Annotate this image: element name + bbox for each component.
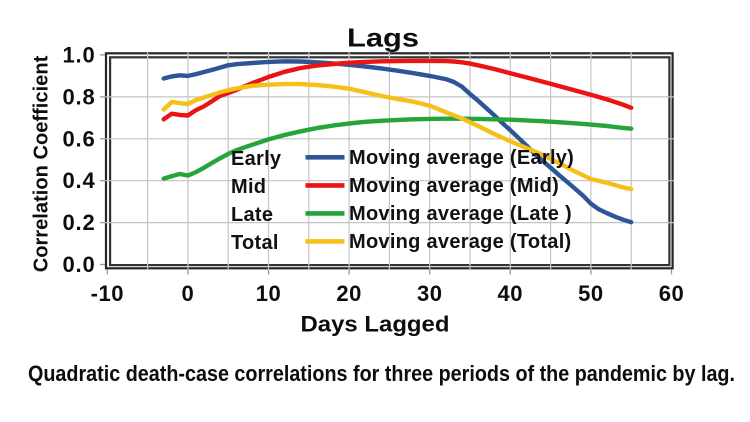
svg-text:0.0: 0.0 bbox=[63, 252, 96, 277]
svg-text:Quadratic death-case correlati: Quadratic death-case correlations for th… bbox=[28, 361, 735, 386]
svg-text:0.2: 0.2 bbox=[63, 210, 96, 235]
svg-text:1.0: 1.0 bbox=[63, 43, 96, 68]
svg-text:30: 30 bbox=[417, 281, 442, 306]
svg-text:Mid: Mid bbox=[231, 176, 266, 198]
svg-text:0.4: 0.4 bbox=[63, 168, 96, 193]
svg-text:Lags: Lags bbox=[347, 23, 419, 53]
svg-text:Days Lagged: Days Lagged bbox=[301, 311, 450, 336]
svg-text:Moving average (Early): Moving average (Early) bbox=[349, 147, 574, 169]
svg-text:20: 20 bbox=[336, 281, 361, 306]
svg-text:0.6: 0.6 bbox=[63, 126, 96, 151]
svg-text:0: 0 bbox=[182, 281, 195, 306]
svg-text:Moving average (Mid): Moving average (Mid) bbox=[349, 175, 559, 197]
svg-text:Correlation Coefficient: Correlation Coefficient bbox=[31, 55, 53, 272]
svg-text:Late: Late bbox=[231, 204, 273, 226]
svg-text:10: 10 bbox=[256, 281, 281, 306]
svg-text:40: 40 bbox=[498, 281, 523, 306]
svg-text:0.8: 0.8 bbox=[63, 84, 96, 109]
svg-text:Moving average (Total): Moving average (Total) bbox=[349, 231, 572, 253]
svg-text:Total: Total bbox=[231, 232, 279, 254]
svg-text:50: 50 bbox=[578, 281, 603, 306]
svg-text:60: 60 bbox=[659, 281, 684, 306]
svg-text:Moving average (Late ): Moving average (Late ) bbox=[349, 203, 572, 225]
svg-text:-10: -10 bbox=[91, 281, 124, 306]
svg-text:Early: Early bbox=[231, 148, 282, 170]
